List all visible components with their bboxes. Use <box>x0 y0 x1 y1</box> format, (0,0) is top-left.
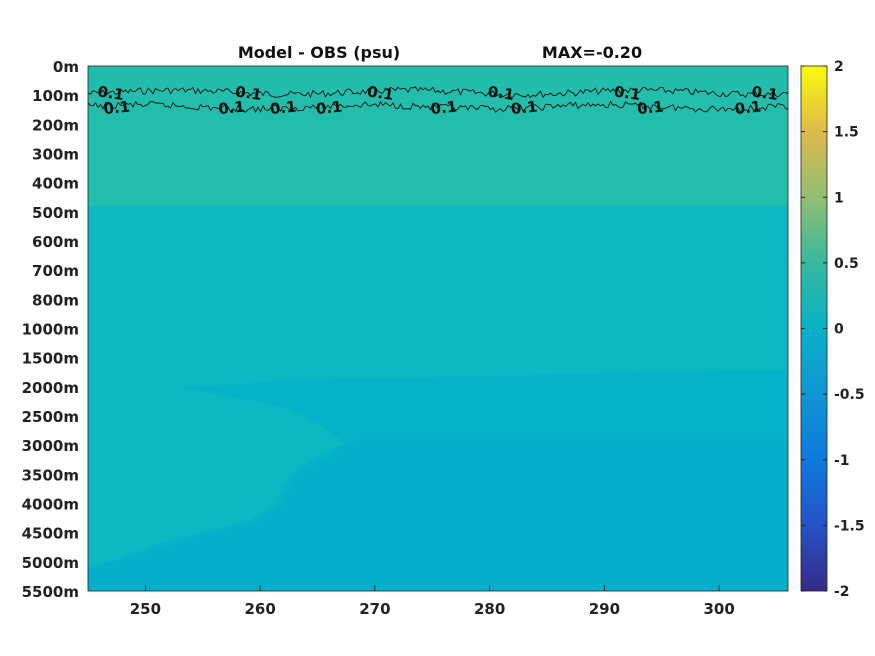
contour-label: 0.1 <box>103 97 131 118</box>
y-tick-label: 4000m <box>22 496 79 514</box>
bottom-tongue <box>88 438 788 591</box>
contour-label: 0.1 <box>430 97 458 118</box>
y-tick-label: 3500m <box>22 466 79 484</box>
contour-label: 0.1 <box>510 97 538 118</box>
colorbar-tick-label: 1.5 <box>834 125 859 141</box>
surface-band <box>88 66 788 88</box>
y-tick-label: 2500m <box>22 408 79 426</box>
x-axis: 250 260 270 280 290 300 <box>130 585 735 618</box>
contour-label: 0.1 <box>315 97 343 118</box>
y-tick-label: 700m <box>32 262 79 280</box>
title-right: MAX=-0.20 <box>542 43 642 62</box>
x-tick-label: 250 <box>130 600 161 618</box>
y-tick-label: 4500m <box>22 525 79 543</box>
contour-label: 0.1 <box>734 97 762 118</box>
contour-label: 0.1 <box>613 82 642 104</box>
colorbar-tick-label: -2 <box>834 584 850 600</box>
colorbar-ticks: 2 1.5 1 0.5 0 -0.5 -1 -1.5 -2 <box>801 59 865 600</box>
x-tick-label: 290 <box>589 600 620 618</box>
colorbar-gradient <box>800 65 828 592</box>
colorbar: 2 1.5 1 0.5 0 -0.5 -1 -1.5 -2 <box>800 59 865 600</box>
y-tick-label: 100m <box>32 87 79 105</box>
contour-label: 0.1 <box>96 82 125 104</box>
plot-area <box>88 66 788 591</box>
x-tick-label: 270 <box>359 600 390 618</box>
contour-label: 0.1 <box>750 82 779 104</box>
y-tick-label: 500m <box>32 204 79 222</box>
contour-line <box>87 100 789 114</box>
y-tick-label: 5500m <box>22 583 79 601</box>
contour-label: 0.1 <box>269 97 297 118</box>
top-shade <box>88 66 788 206</box>
contour-layer: 0.1 0.1 0.1 0.1 0.1 0.10.1 0.1 0.1 0.1 0.1 0.1 0.1 0… <box>87 82 789 118</box>
y-tick-label: 300m <box>32 146 79 164</box>
y-tick-label: 0m <box>53 58 79 76</box>
contour-label: 0.1 <box>234 82 263 104</box>
x-tick-label: 260 <box>244 600 275 618</box>
colorbar-tick-label: -1 <box>834 453 850 469</box>
colorbar-tick-label: 0 <box>834 322 844 338</box>
x-tick-label: 300 <box>703 600 734 618</box>
y-tick-label: 1500m <box>22 350 79 368</box>
colorbar-tick-label: 0.5 <box>834 256 859 272</box>
y-axis: 0m 100m 200m 300m 400m 500m 600m 700m 800m 1000m 1… <box>22 58 79 601</box>
contour-label: 0.1 <box>487 82 516 104</box>
y-tick-label: 1000m <box>22 321 79 339</box>
contour-label: 0.1 <box>217 97 245 118</box>
colorbar-tick-label: 2 <box>834 59 844 75</box>
y-tick-label: 400m <box>32 175 79 193</box>
y-tick-label: 200m <box>32 116 79 134</box>
y-tick-label: 600m <box>32 233 79 251</box>
plot-frame <box>87 65 789 592</box>
contour-label: 0.1 <box>366 82 395 104</box>
contour-label: 0.1 <box>636 97 664 118</box>
colorbar-tick-label: 1 <box>834 190 844 206</box>
title-left: Model - OBS (psu) <box>238 43 400 62</box>
y-tick-label: 800m <box>32 291 79 309</box>
y-tick-label: 2000m <box>22 379 79 397</box>
y-tick-label: 5000m <box>22 554 79 572</box>
x-tick-label: 280 <box>474 600 505 618</box>
colorbar-tick-label: -1.5 <box>834 518 865 534</box>
y-tick-label: 3000m <box>22 437 79 455</box>
colorbar-tick-label: -0.5 <box>834 387 865 403</box>
contour-line <box>87 86 789 99</box>
